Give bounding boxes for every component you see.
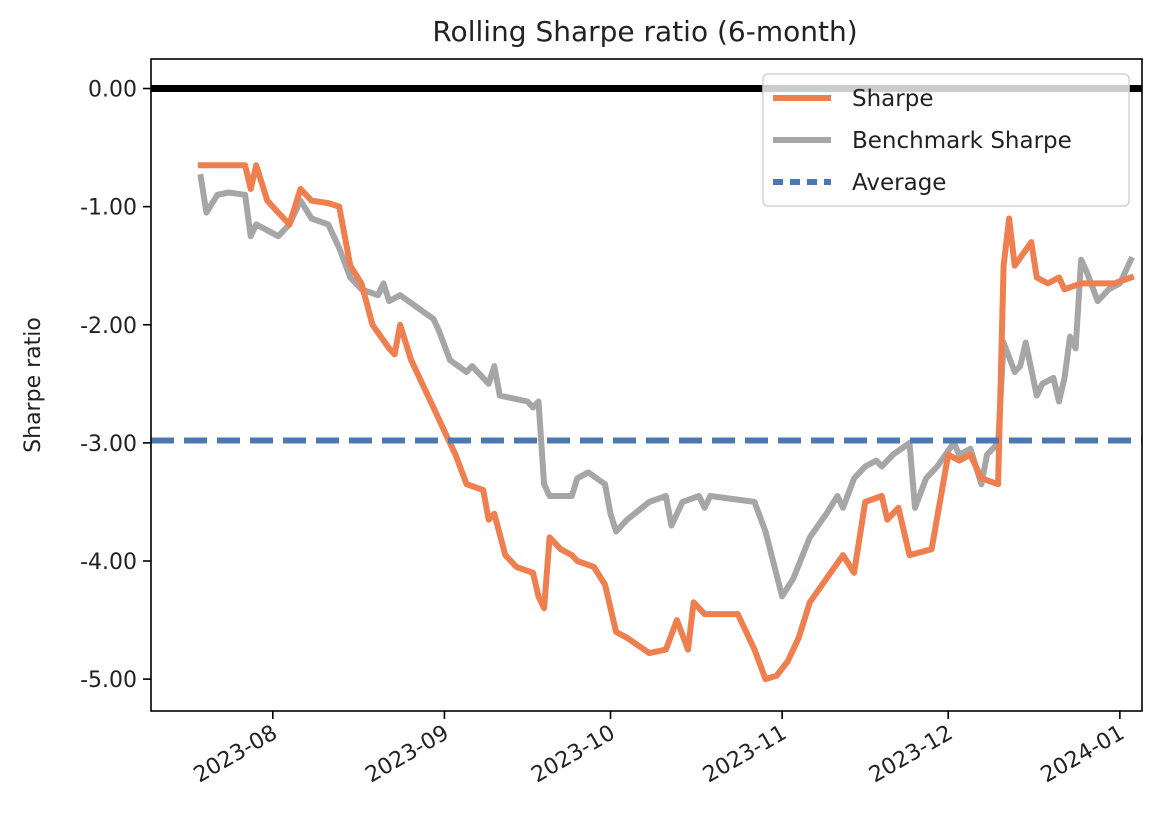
x-tick-label: 2023-09 bbox=[361, 721, 453, 789]
plot-inner bbox=[151, 85, 1142, 683]
y-tick-label: -5.00 bbox=[80, 668, 137, 693]
y-tick-label: -1.00 bbox=[80, 196, 137, 221]
legend: Sharpe Benchmark Sharpe Average bbox=[762, 73, 1130, 207]
chart-title: Rolling Sharpe ratio (6-month) bbox=[432, 15, 857, 48]
y-tick-label: -4.00 bbox=[80, 550, 137, 575]
x-tick-label: 2023-11 bbox=[699, 721, 791, 789]
x-tick-label: 2023-10 bbox=[527, 721, 619, 789]
y-tick-label: -2.00 bbox=[80, 314, 137, 339]
legend-label: Average bbox=[852, 170, 946, 196]
y-tick-label: 0.00 bbox=[88, 78, 137, 103]
series-line-sharpe bbox=[197, 162, 1135, 683]
plot-frame bbox=[150, 58, 1143, 712]
x-tick-label: 2024-01 bbox=[1037, 721, 1129, 789]
y-tick-label: -3.00 bbox=[80, 432, 137, 457]
legend-label: Benchmark Sharpe bbox=[852, 128, 1072, 154]
legend-label: Sharpe bbox=[852, 86, 933, 112]
x-tick-label: 2023-08 bbox=[190, 721, 282, 789]
legend-box bbox=[762, 73, 1130, 207]
series-line-benchmark-sharpe bbox=[197, 173, 1135, 600]
x-tick-label: 2023-12 bbox=[865, 721, 957, 789]
plot-area bbox=[151, 85, 1142, 683]
y-axis-label: Sharpe ratio bbox=[21, 317, 46, 453]
